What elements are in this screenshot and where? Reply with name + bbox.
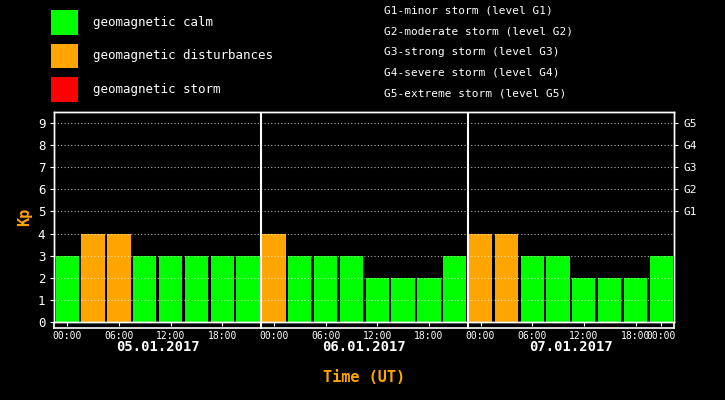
- Bar: [185, 256, 208, 322]
- Bar: [314, 256, 337, 322]
- Bar: [340, 256, 363, 322]
- FancyBboxPatch shape: [51, 44, 78, 68]
- Text: G3-strong storm (level G3): G3-strong storm (level G3): [384, 47, 560, 57]
- Text: geomagnetic calm: geomagnetic calm: [93, 16, 213, 29]
- Bar: [133, 256, 157, 322]
- Text: geomagnetic disturbances: geomagnetic disturbances: [93, 50, 273, 62]
- Bar: [494, 234, 518, 322]
- Text: 05.01.2017: 05.01.2017: [116, 340, 199, 354]
- Bar: [650, 256, 673, 322]
- Text: geomagnetic storm: geomagnetic storm: [93, 83, 220, 96]
- Bar: [598, 278, 621, 322]
- Text: 06.01.2017: 06.01.2017: [323, 340, 406, 354]
- Bar: [418, 278, 441, 322]
- Bar: [365, 278, 389, 322]
- Bar: [236, 256, 260, 322]
- Bar: [262, 234, 286, 322]
- Bar: [469, 234, 492, 322]
- Y-axis label: Kp: Kp: [17, 208, 33, 226]
- Bar: [211, 256, 234, 322]
- Bar: [159, 256, 182, 322]
- Bar: [624, 278, 647, 322]
- Text: 07.01.2017: 07.01.2017: [529, 340, 613, 354]
- Text: G5-extreme storm (level G5): G5-extreme storm (level G5): [384, 88, 566, 98]
- Text: G2-moderate storm (level G2): G2-moderate storm (level G2): [384, 26, 573, 36]
- Text: G4-severe storm (level G4): G4-severe storm (level G4): [384, 68, 560, 78]
- Text: G1-minor storm (level G1): G1-minor storm (level G1): [384, 6, 553, 16]
- Bar: [392, 278, 415, 322]
- FancyBboxPatch shape: [51, 10, 78, 35]
- Bar: [107, 234, 130, 322]
- FancyBboxPatch shape: [51, 77, 78, 102]
- Bar: [572, 278, 595, 322]
- Bar: [56, 256, 79, 322]
- Bar: [288, 256, 311, 322]
- Bar: [521, 256, 544, 322]
- Bar: [443, 256, 466, 322]
- Text: Time (UT): Time (UT): [323, 370, 405, 386]
- Bar: [547, 256, 570, 322]
- Bar: [81, 234, 104, 322]
